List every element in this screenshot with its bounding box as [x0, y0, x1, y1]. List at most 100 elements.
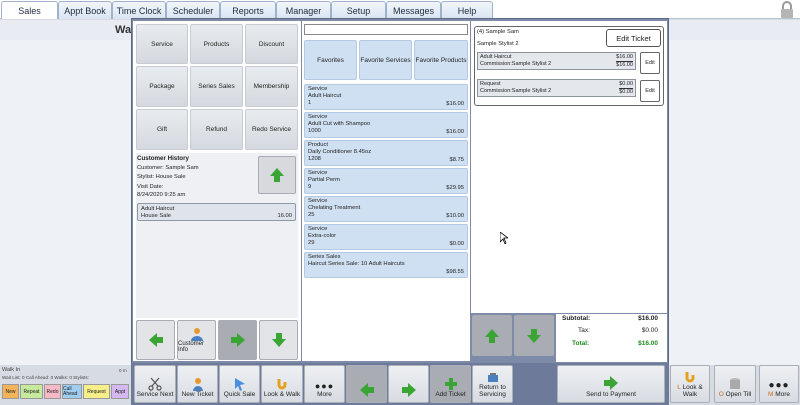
ticket-header: (4) Sample Sam [477, 29, 519, 35]
item-name: Extra-color [308, 233, 337, 239]
list-item[interactable]: Service Adult Haircut 1 $16.00 [304, 84, 468, 110]
category-series-sales[interactable]: Series Sales [190, 66, 243, 107]
more-button[interactable]: ●●● More [304, 365, 345, 403]
bg-look-walk-button[interactable]: L Look & Walk [670, 365, 710, 403]
item-type: Series Sales [308, 254, 341, 260]
tab-setup[interactable]: Setup [331, 1, 386, 19]
total-label: Total: [572, 340, 590, 347]
edit-ticket-button[interactable]: Edit Ticket [606, 29, 661, 47]
favorite-products-button[interactable]: Favorite Products [414, 40, 468, 80]
chip-request[interactable]: Request [83, 384, 110, 399]
arrow-right-icon [604, 376, 618, 390]
service-next-button[interactable]: Service Next [134, 365, 176, 403]
item-name: Haircut Series Sale: 10 Adult Haircuts [308, 261, 405, 267]
item-type: Service [308, 114, 328, 120]
more-dots-icon: ●●● [768, 380, 790, 391]
customer-info-label: Customer Info [178, 341, 205, 353]
subtotal-value: $16.00 [638, 315, 658, 322]
bg-open-till-button[interactable]: O Open Till [714, 365, 756, 403]
waitlist-summary: Wait List: 0 Call Ahead: 0 Walks: 0 Styl… [2, 375, 89, 380]
category-package[interactable]: Package [136, 66, 188, 107]
tab-sales[interactable]: Sales [1, 1, 58, 19]
category-products[interactable]: Products [190, 24, 243, 64]
arrow-up-icon [270, 168, 284, 182]
return-to-servicing-button[interactable]: Return to Servicing [472, 365, 513, 403]
item-price: $16.00 [446, 129, 464, 135]
favorites-button[interactable]: Favorites [304, 40, 357, 80]
edit-line-button[interactable]: Edit [640, 52, 660, 74]
item-price: $0.00 [449, 241, 464, 247]
tab-appt-book[interactable]: Appt Book [58, 1, 112, 19]
tab-messages[interactable]: Messages [386, 1, 441, 19]
list-item[interactable]: Service Adult Cut with Shampoo 1000 $16.… [304, 112, 468, 138]
customer-info-button[interactable]: Customer Info [177, 320, 216, 360]
list-item[interactable]: Service Extra-color 29 $0.00 [304, 224, 468, 250]
item-price: $8.75 [449, 157, 464, 163]
list-item[interactable]: Service Chelating Treatment 25 $10.00 [304, 196, 468, 222]
chip-call-ahead[interactable]: Call Ahead [62, 384, 82, 399]
next-button[interactable] [388, 365, 429, 403]
item-code: 29 [308, 240, 315, 246]
chip-appt[interactable]: Appt [111, 384, 129, 399]
item-name: Chelating Treatment [308, 205, 361, 211]
item-name: Partial Perm [308, 177, 340, 183]
ticket-line[interactable]: Adult Haircut Commission:Sample Stylist … [477, 52, 636, 70]
more-dots-icon: ●●● [314, 381, 335, 391]
tab-scheduler[interactable]: Scheduler [166, 1, 220, 19]
chip-repeat[interactable]: Repeat [20, 384, 43, 399]
search-input[interactable] [304, 24, 468, 35]
history-scroll-up-button[interactable] [258, 156, 296, 194]
quick-sale-icon [234, 378, 245, 391]
quick-sale-label: Quick Sale [223, 391, 256, 398]
ticket-scroll-down-button[interactable] [514, 315, 554, 356]
right-arrow-button[interactable] [218, 320, 257, 360]
chip-redo[interactable]: Redo [44, 384, 61, 399]
bg-more-button[interactable]: ●●● M More [759, 365, 799, 403]
left-arrow-button[interactable] [136, 320, 175, 360]
favorite-services-button[interactable]: Favorite Services [359, 40, 412, 80]
service-next-label: Service Next [136, 391, 174, 398]
item-type: Service [308, 86, 328, 92]
look-walk-label: Look & Walk [682, 384, 703, 398]
tab-time-clock[interactable]: Time Clock [112, 1, 166, 19]
arrow-left-icon [359, 383, 374, 397]
ticket-line[interactable]: Request Commission:Sample Stylist 2 $0.0… [477, 79, 636, 97]
background-title: Wa [115, 24, 132, 36]
category-membership[interactable]: Membership [245, 66, 298, 107]
new-ticket-button[interactable]: New Ticket [177, 365, 218, 403]
send-to-payment-button[interactable]: Send to Payment [557, 365, 665, 403]
category-refund[interactable]: Refund [190, 109, 243, 150]
ticket-scroll-up-button[interactable] [472, 315, 512, 356]
category-service[interactable]: Service [136, 24, 188, 64]
chip-new[interactable]: New [2, 384, 19, 399]
down-arrow-button[interactable] [259, 320, 298, 360]
category-discount[interactable]: Discount [245, 24, 298, 64]
look-walk-shortcut: L [677, 384, 681, 391]
history-entry-name: Adult Haircut [141, 206, 175, 212]
tab-manager[interactable]: Manager [276, 1, 331, 19]
list-item[interactable]: Service Partial Perm 9 $29.95 [304, 168, 468, 194]
add-ticket-label: Add Ticket [435, 391, 466, 398]
item-code: 1000 [308, 128, 321, 134]
item-code: 9 [308, 184, 312, 190]
ticket-line-commission: Commission:Sample Stylist 2 [480, 88, 552, 94]
tab-help[interactable]: Help [441, 1, 493, 19]
quick-sale-button[interactable]: Quick Sale [219, 365, 260, 403]
history-entry[interactable]: Adult Haircut House Sale 16.00 [137, 203, 296, 221]
tax-value: $0.00 [641, 327, 658, 334]
look-walk-button[interactable]: Look & Walk [261, 365, 303, 403]
previous-button[interactable] [346, 365, 387, 403]
ticket-line-name: Request [480, 81, 501, 87]
item-type: Service [308, 170, 328, 176]
lock-icon[interactable] [780, 1, 794, 19]
add-ticket-button[interactable]: Add Ticket [430, 365, 471, 403]
category-redo-service[interactable]: Redo Service [245, 109, 298, 150]
send-to-payment-label: Send to Payment [586, 391, 636, 398]
tab-reports[interactable]: Reports [220, 1, 276, 19]
category-gift[interactable]: Gift [136, 109, 188, 150]
edit-line-button[interactable]: Edit [640, 80, 660, 102]
open-till-label: Open Till [725, 391, 752, 398]
list-item[interactable]: Product Daily Conditioner 8.45oz 1208 $8… [304, 140, 468, 166]
ticket-stylist: Sample Stylist 2 [477, 41, 519, 47]
list-item[interactable]: Series Sales Haircut Series Sale: 10 Adu… [304, 252, 468, 278]
